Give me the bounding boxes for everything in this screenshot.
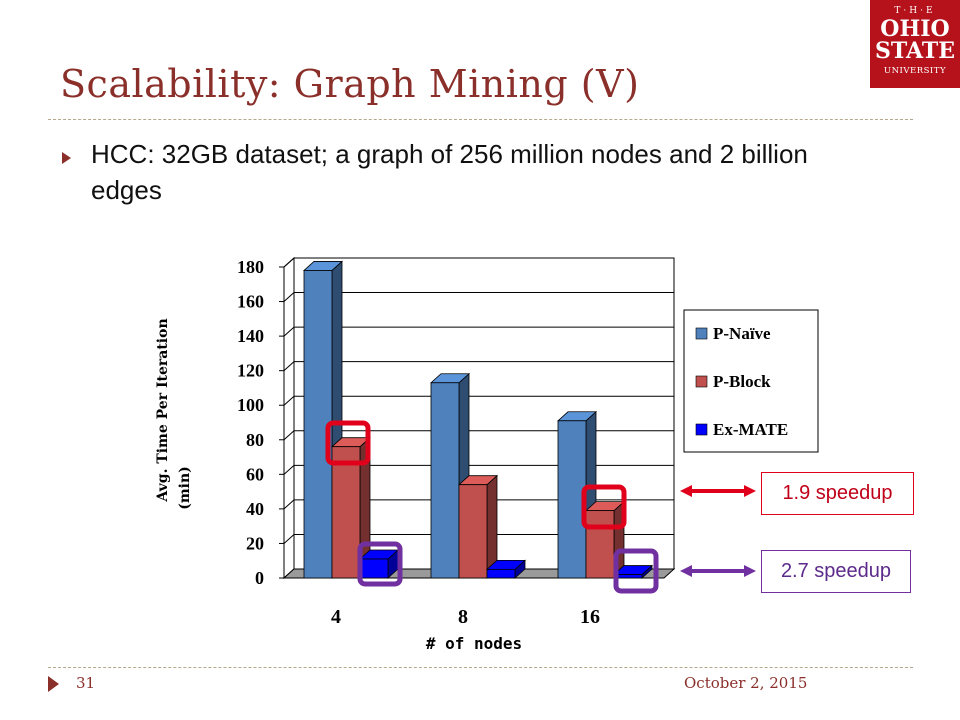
y-tick-label: 40: [246, 499, 264, 519]
slide-title: Scalability: Graph Mining (V): [60, 62, 640, 106]
y-tick-label: 80: [246, 430, 264, 450]
y-axis-title-line1: Avg. Time Per Iteration: [155, 318, 171, 502]
y-tick-label: 160: [237, 292, 264, 312]
y-tick-label: 60: [246, 464, 264, 484]
y-tick-label: 20: [246, 533, 264, 553]
gridline-side: [283, 395, 295, 406]
footer-divider: [48, 667, 913, 668]
legend-label: P-Block: [713, 372, 771, 391]
bullet-text: HCC: 32GB dataset; a graph of 256 millio…: [91, 139, 808, 205]
bar-p-na-ve-8: [430, 382, 460, 579]
bullet-item: HCC: 32GB dataset; a graph of 256 millio…: [62, 136, 852, 208]
x-tick-label: 16: [580, 606, 600, 628]
chart-side-wall: [283, 256, 295, 580]
arrow-red-head-left: [680, 485, 692, 497]
gridline-side: [283, 292, 295, 302]
gridline-side: [283, 430, 295, 441]
highlight-purple-4: [357, 541, 403, 587]
logo-state: STATE: [874, 38, 956, 64]
gridline-side: [283, 464, 295, 475]
x-tick-label: 4: [331, 606, 341, 628]
legend-swatch: [695, 423, 708, 436]
x-axis-title: # of nodes: [426, 634, 522, 653]
bullet-arrow-icon: [62, 152, 71, 164]
y-tick-label: 0: [255, 568, 264, 588]
speedup-callout-purple: 2.7 speedup: [761, 550, 911, 593]
legend-label: Ex-MATE: [713, 420, 788, 439]
university-logo: T·H·E OHIO STATE UNIVERSITY: [870, 0, 960, 88]
x-tick-label: 8: [458, 606, 468, 628]
gridline-side: [283, 326, 295, 337]
speedup-callout-red: 1.9 speedup: [761, 472, 914, 515]
logo-university: UNIVERSITY: [883, 66, 947, 76]
arrow-purple-head-right: [744, 565, 756, 577]
y-tick-label: 180: [237, 257, 264, 277]
y-tick-label: 140: [237, 326, 264, 346]
title-divider: [48, 119, 913, 120]
highlight-purple-16: [613, 548, 659, 594]
highlight-red-4: [325, 420, 371, 466]
legend-label: P-Naïve: [713, 324, 771, 343]
arrow-purple-head-left: [680, 565, 692, 577]
logo-ohio: OHIO: [880, 16, 950, 42]
footer-arrow-icon: [48, 676, 59, 692]
bar-p-block-16: [585, 510, 615, 579]
y-tick-label: 100: [237, 395, 264, 415]
bar-p-block-4: [331, 446, 361, 579]
bar-ex-mate-8: [486, 568, 516, 579]
bar-ex-mate-4: [359, 558, 389, 579]
gridline-side: [283, 257, 295, 268]
bar-p-na-ve-16: [557, 420, 587, 579]
gridline-side: [283, 534, 295, 544]
footer-date: October 2, 2015: [684, 674, 808, 692]
highlight-red-16: [581, 484, 627, 530]
arrow-red-head-right: [744, 485, 756, 497]
gridline-side: [283, 499, 295, 510]
legend-swatch: [695, 375, 708, 388]
gridline-side: [283, 361, 295, 372]
bar-p-block-8: [458, 484, 488, 579]
y-tick-label: 120: [237, 361, 264, 381]
page-number: 31: [76, 674, 96, 692]
legend-swatch: [695, 327, 708, 340]
logo-the: T·H·E: [894, 6, 936, 16]
y-axis-title-line2: (min): [177, 466, 193, 510]
